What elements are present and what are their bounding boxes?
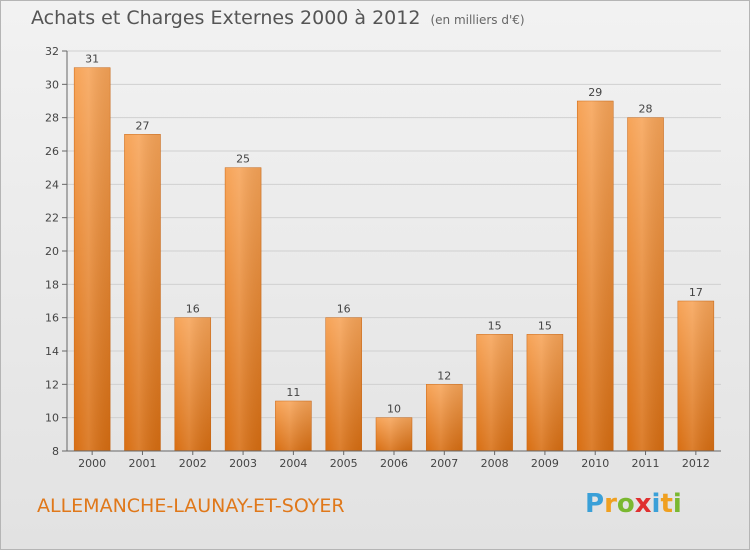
data-label: 15 — [538, 319, 552, 332]
bar-shine — [325, 317, 362, 451]
data-label: 31 — [85, 53, 99, 66]
x-tick-label: 2008 — [481, 457, 509, 470]
logo-letter: i — [672, 489, 682, 519]
data-label: 16 — [337, 303, 351, 316]
proxiti-logo: Proxiti — [585, 489, 682, 519]
y-tick-label: 30 — [45, 78, 59, 91]
bar-shine — [275, 401, 312, 451]
logo-letter: x — [634, 489, 652, 519]
bar-shine — [74, 67, 111, 452]
x-tick-label: 2005 — [330, 457, 358, 470]
bars — [73, 67, 715, 452]
data-label: 17 — [689, 286, 703, 299]
data-label: 29 — [588, 86, 602, 99]
y-tick-label: 8 — [52, 445, 59, 458]
bar-shine — [476, 334, 513, 451]
bar-shine — [677, 301, 714, 451]
x-tick-label: 2000 — [78, 457, 106, 470]
y-tick-label: 14 — [45, 345, 59, 358]
data-label: 15 — [488, 319, 502, 332]
chart-title: Achats et Charges Externes 2000 à 2012 (e… — [31, 7, 525, 29]
data-label: 10 — [387, 403, 401, 416]
x-tick-label: 2006 — [380, 457, 408, 470]
bar-shine — [225, 167, 262, 451]
logo-letter: o — [616, 489, 635, 519]
x-tick-label: 2009 — [531, 457, 559, 470]
axes: 8 10 12 14 16 18 20 22 24 26 28 30 32 2000 2001 2002 200… — [45, 45, 721, 470]
y-tick-label: 32 — [45, 45, 59, 58]
logo-letter: r — [604, 489, 617, 519]
grid-lines — [67, 50, 721, 452]
bar-shine — [526, 334, 563, 451]
data-label: 12 — [437, 369, 451, 382]
y-tick-label: 12 — [45, 378, 59, 391]
logo-letter: t — [660, 489, 673, 519]
chart-subtitle: (en milliers d'€) — [430, 13, 525, 27]
x-tick-label: 2010 — [581, 457, 609, 470]
bar-shine — [376, 417, 412, 451]
x-tick-label: 2002 — [179, 457, 207, 470]
commune-name: ALLEMANCHE-LAUNAY-ET-SOYER — [37, 495, 345, 517]
chart-title-text: Achats et Charges Externes 2000 à 2012 — [31, 7, 421, 29]
x-tick-label: 2007 — [430, 457, 458, 470]
y-tick-label: 22 — [45, 212, 59, 225]
bar-shine — [627, 117, 664, 452]
bar-shine — [426, 384, 463, 451]
data-label: 25 — [236, 153, 250, 166]
y-tick-label: 16 — [45, 312, 59, 325]
x-tick-label: 2003 — [229, 457, 257, 470]
data-label: 28 — [639, 103, 653, 116]
x-tick-label: 2012 — [682, 457, 710, 470]
bar-shine — [124, 134, 161, 452]
data-label: 16 — [186, 303, 200, 316]
y-tick-label: 24 — [45, 178, 59, 191]
bar-shine — [577, 101, 614, 451]
y-tick-label: 26 — [45, 145, 59, 158]
x-tick-label: 2001 — [128, 457, 156, 470]
y-tick-label: 18 — [45, 278, 59, 291]
data-labels: 31 27 16 25 11 16 10 12 15 15 29 28 17 — [85, 53, 703, 416]
logo-letter: P — [585, 489, 605, 519]
y-tick-label: 10 — [45, 412, 59, 425]
x-tick-label: 2011 — [632, 457, 660, 470]
data-label: 11 — [286, 386, 300, 399]
x-tick-label: 2004 — [279, 457, 307, 470]
y-tick-label: 28 — [45, 112, 59, 125]
bar-shine — [174, 317, 211, 451]
y-tick-label: 20 — [45, 245, 59, 258]
logo-letter: i — [651, 489, 661, 519]
data-label: 27 — [135, 119, 149, 132]
